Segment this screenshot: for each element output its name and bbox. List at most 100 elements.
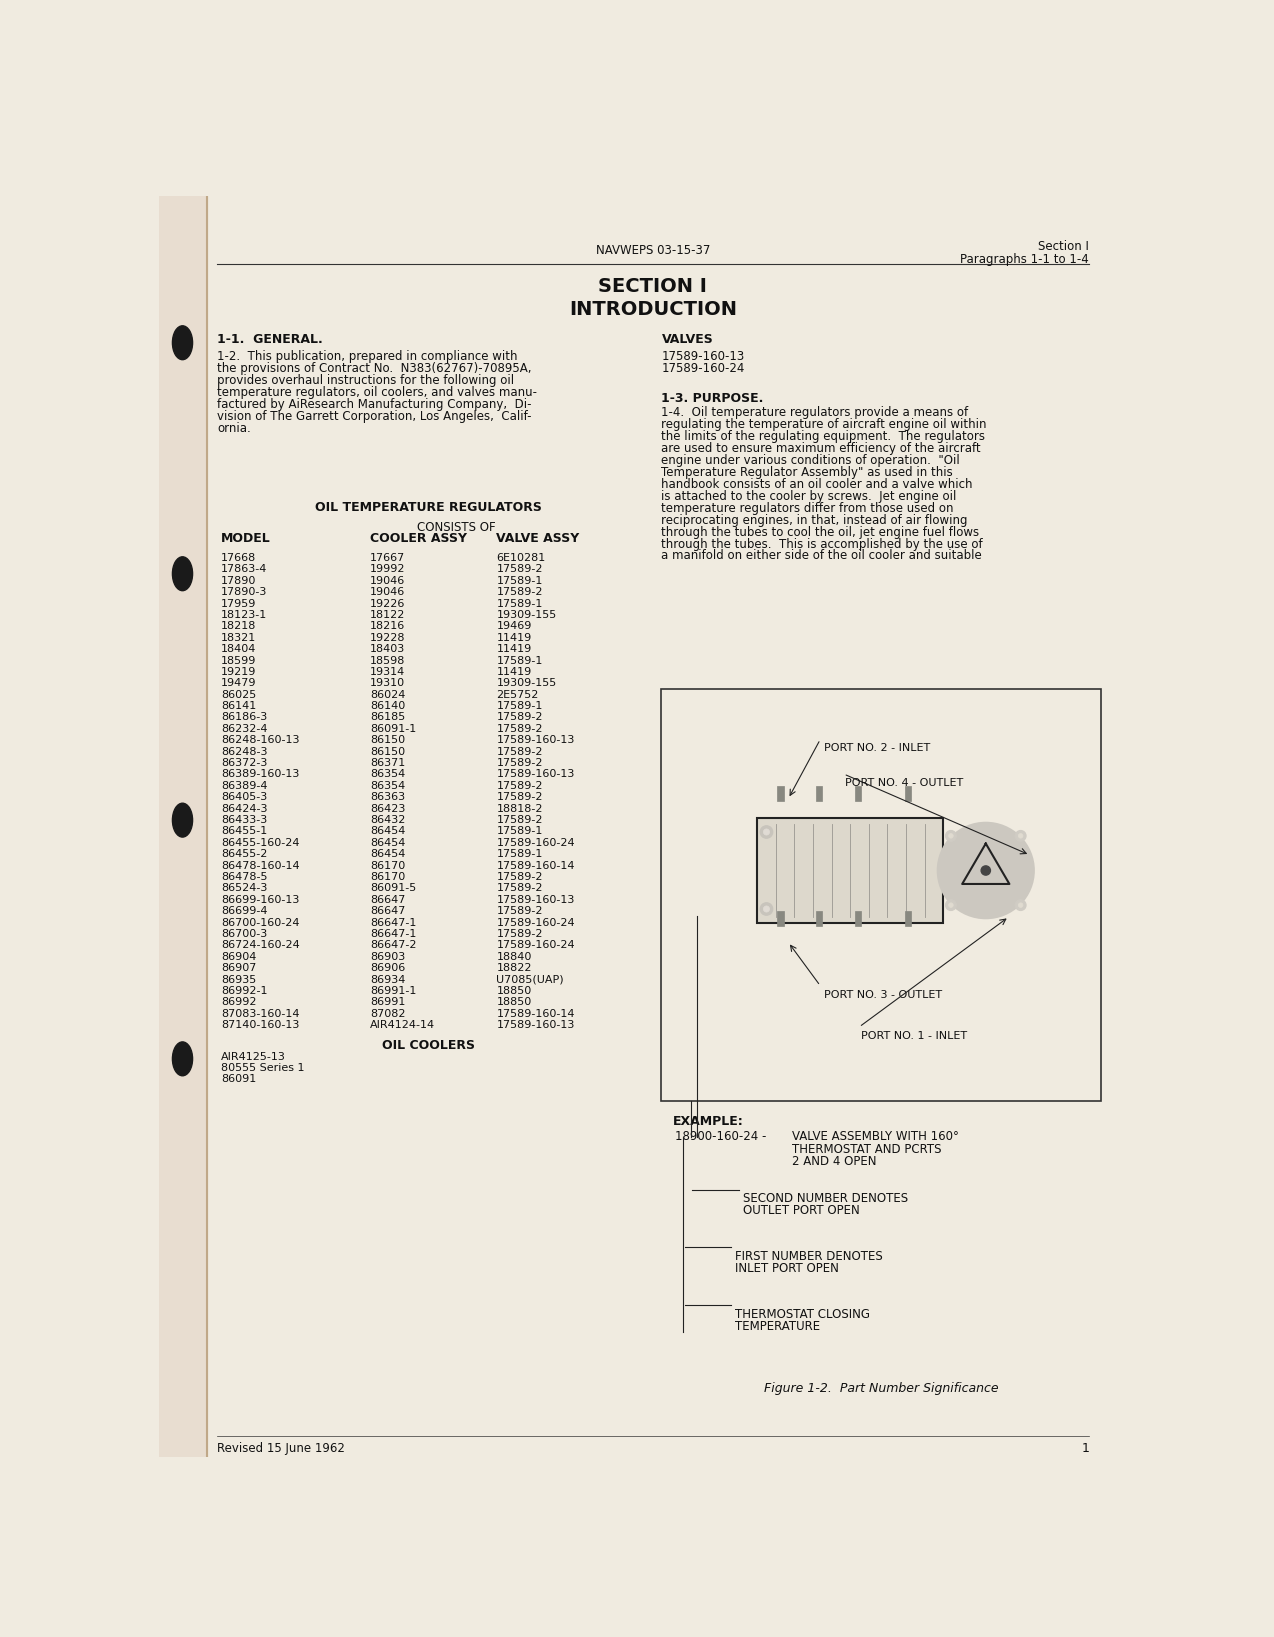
Text: 86478-5: 86478-5	[222, 873, 268, 882]
Text: 17589-160-24: 17589-160-24	[497, 838, 575, 848]
Text: 86423: 86423	[369, 804, 405, 814]
Text: 86091-5: 86091-5	[369, 884, 417, 894]
Circle shape	[763, 828, 769, 835]
Text: 86699-160-13: 86699-160-13	[222, 895, 299, 905]
Text: 86699-4: 86699-4	[222, 907, 268, 917]
Text: 86186-3: 86186-3	[222, 712, 268, 722]
Text: 86354: 86354	[369, 781, 405, 791]
Text: FIRST NUMBER DENOTES: FIRST NUMBER DENOTES	[735, 1249, 883, 1262]
Text: 17959: 17959	[222, 599, 256, 609]
Text: 86141: 86141	[222, 701, 256, 710]
Text: 19046: 19046	[369, 588, 405, 598]
Text: EXAMPLE:: EXAMPLE:	[673, 1115, 744, 1128]
Text: 17589-1: 17589-1	[497, 827, 543, 837]
Text: 86904: 86904	[222, 951, 256, 963]
Ellipse shape	[172, 326, 192, 360]
Text: 86025: 86025	[222, 689, 256, 699]
Text: 17589-160-14: 17589-160-14	[497, 861, 575, 871]
Text: 18818-2: 18818-2	[497, 804, 543, 814]
Text: 2E5752: 2E5752	[497, 689, 539, 699]
Text: 11419: 11419	[497, 643, 531, 655]
Text: provides overhaul instructions for the following oil: provides overhaul instructions for the f…	[218, 375, 515, 388]
Circle shape	[938, 823, 1033, 918]
Circle shape	[949, 904, 953, 907]
Text: 86454: 86454	[369, 838, 405, 848]
Text: temperature regulators, oil coolers, and valves manu-: temperature regulators, oil coolers, and…	[218, 386, 538, 399]
Text: VALVES: VALVES	[661, 332, 713, 345]
Text: 1-2.  This publication, prepared in compliance with: 1-2. This publication, prepared in compl…	[218, 350, 517, 363]
Text: 19226: 19226	[369, 599, 405, 609]
Text: PORT NO. 3 - OUTLET: PORT NO. 3 - OUTLET	[824, 990, 943, 1000]
Text: 87082: 87082	[369, 1008, 405, 1018]
Text: engine under various conditions of operation.  "Oil: engine under various conditions of opera…	[661, 453, 961, 467]
Text: vision of The Garrett Corporation, Los Angeles,  Calif-: vision of The Garrett Corporation, Los A…	[218, 411, 531, 422]
Text: 86992: 86992	[222, 997, 257, 1007]
Text: 17589-2: 17589-2	[497, 884, 543, 894]
Text: Paragraphs 1-1 to 1-4: Paragraphs 1-1 to 1-4	[961, 252, 1089, 265]
Text: SECOND NUMBER DENOTES: SECOND NUMBER DENOTES	[743, 1192, 908, 1205]
Text: INTRODUCTION: INTRODUCTION	[569, 301, 736, 319]
Circle shape	[1018, 833, 1023, 838]
Text: 86647-1: 86647-1	[369, 930, 417, 940]
Bar	[817, 910, 822, 927]
Text: 86907: 86907	[222, 963, 256, 974]
Text: 17589-2: 17589-2	[497, 588, 543, 598]
Text: PORT NO. 1 - INLET: PORT NO. 1 - INLET	[861, 1031, 967, 1041]
Text: MODEL: MODEL	[222, 532, 271, 545]
Text: 18598: 18598	[369, 655, 405, 666]
Text: 86906: 86906	[369, 963, 405, 974]
Text: is attached to the cooler by screws.  Jet engine oil: is attached to the cooler by screws. Jet…	[661, 489, 957, 503]
Text: reciprocating engines, in that, instead of air flowing: reciprocating engines, in that, instead …	[661, 514, 968, 527]
Text: Revised 15 June 1962: Revised 15 June 1962	[218, 1442, 345, 1455]
Bar	[777, 910, 784, 927]
Text: 86170: 86170	[369, 861, 405, 871]
Circle shape	[945, 830, 957, 841]
Text: 17589-2: 17589-2	[497, 712, 543, 722]
Text: 86647-1: 86647-1	[369, 918, 417, 928]
Text: the limits of the regulating equipment.  The regulators: the limits of the regulating equipment. …	[661, 431, 986, 444]
Text: 86992-1: 86992-1	[222, 985, 268, 995]
Text: 80555 Series 1: 80555 Series 1	[222, 1062, 304, 1072]
Text: 86647-2: 86647-2	[369, 940, 417, 951]
Text: PORT NO. 4 - OUTLET: PORT NO. 4 - OUTLET	[845, 778, 963, 787]
Text: 86424-3: 86424-3	[222, 804, 268, 814]
Text: a manifold on either side of the oil cooler and suitable: a manifold on either side of the oil coo…	[661, 550, 982, 563]
Text: 19046: 19046	[369, 576, 405, 586]
Text: 86150: 86150	[369, 746, 405, 756]
Text: SECTION I: SECTION I	[599, 277, 707, 296]
Text: ornia.: ornia.	[218, 422, 251, 435]
Text: Section I: Section I	[1038, 241, 1089, 254]
Text: 86934: 86934	[369, 974, 405, 984]
Text: 86935: 86935	[222, 974, 256, 984]
Text: 86647: 86647	[369, 895, 405, 905]
Text: 17589-160-13: 17589-160-13	[497, 769, 575, 779]
Text: THERMOSTAT CLOSING: THERMOSTAT CLOSING	[735, 1308, 870, 1321]
Text: 19992: 19992	[369, 565, 405, 575]
Text: 17589-160-13: 17589-160-13	[497, 1020, 575, 1030]
Text: 86903: 86903	[369, 951, 405, 963]
Text: 87140-160-13: 87140-160-13	[222, 1020, 299, 1030]
Text: 18850: 18850	[497, 997, 531, 1007]
Text: 18218: 18218	[222, 622, 256, 632]
Text: 17589-1: 17589-1	[497, 599, 543, 609]
Text: AIR4125-13: AIR4125-13	[222, 1051, 287, 1062]
Text: 86700-3: 86700-3	[222, 930, 268, 940]
Text: 17589-2: 17589-2	[497, 873, 543, 882]
Text: NAVWEPS 03-15-37: NAVWEPS 03-15-37	[596, 244, 710, 257]
Text: 17890: 17890	[222, 576, 256, 586]
Text: 86455-160-24: 86455-160-24	[222, 838, 299, 848]
Bar	[661, 689, 1101, 1102]
Text: 86991-1: 86991-1	[369, 985, 417, 995]
Text: INLET PORT OPEN: INLET PORT OPEN	[735, 1262, 840, 1275]
Text: 17589-1: 17589-1	[497, 655, 543, 666]
Text: through the tubes to cool the oil, jet engine fuel flows: through the tubes to cool the oil, jet e…	[661, 525, 980, 539]
Bar	[159, 196, 208, 1457]
Circle shape	[761, 904, 772, 915]
Bar	[906, 786, 911, 800]
Text: 17667: 17667	[369, 553, 405, 563]
Text: 17589-1: 17589-1	[497, 701, 543, 710]
Text: 86432: 86432	[369, 815, 405, 825]
Text: PORT NO. 2 - INLET: PORT NO. 2 - INLET	[824, 743, 930, 753]
Text: 86700-160-24: 86700-160-24	[222, 918, 299, 928]
Bar	[777, 786, 784, 800]
